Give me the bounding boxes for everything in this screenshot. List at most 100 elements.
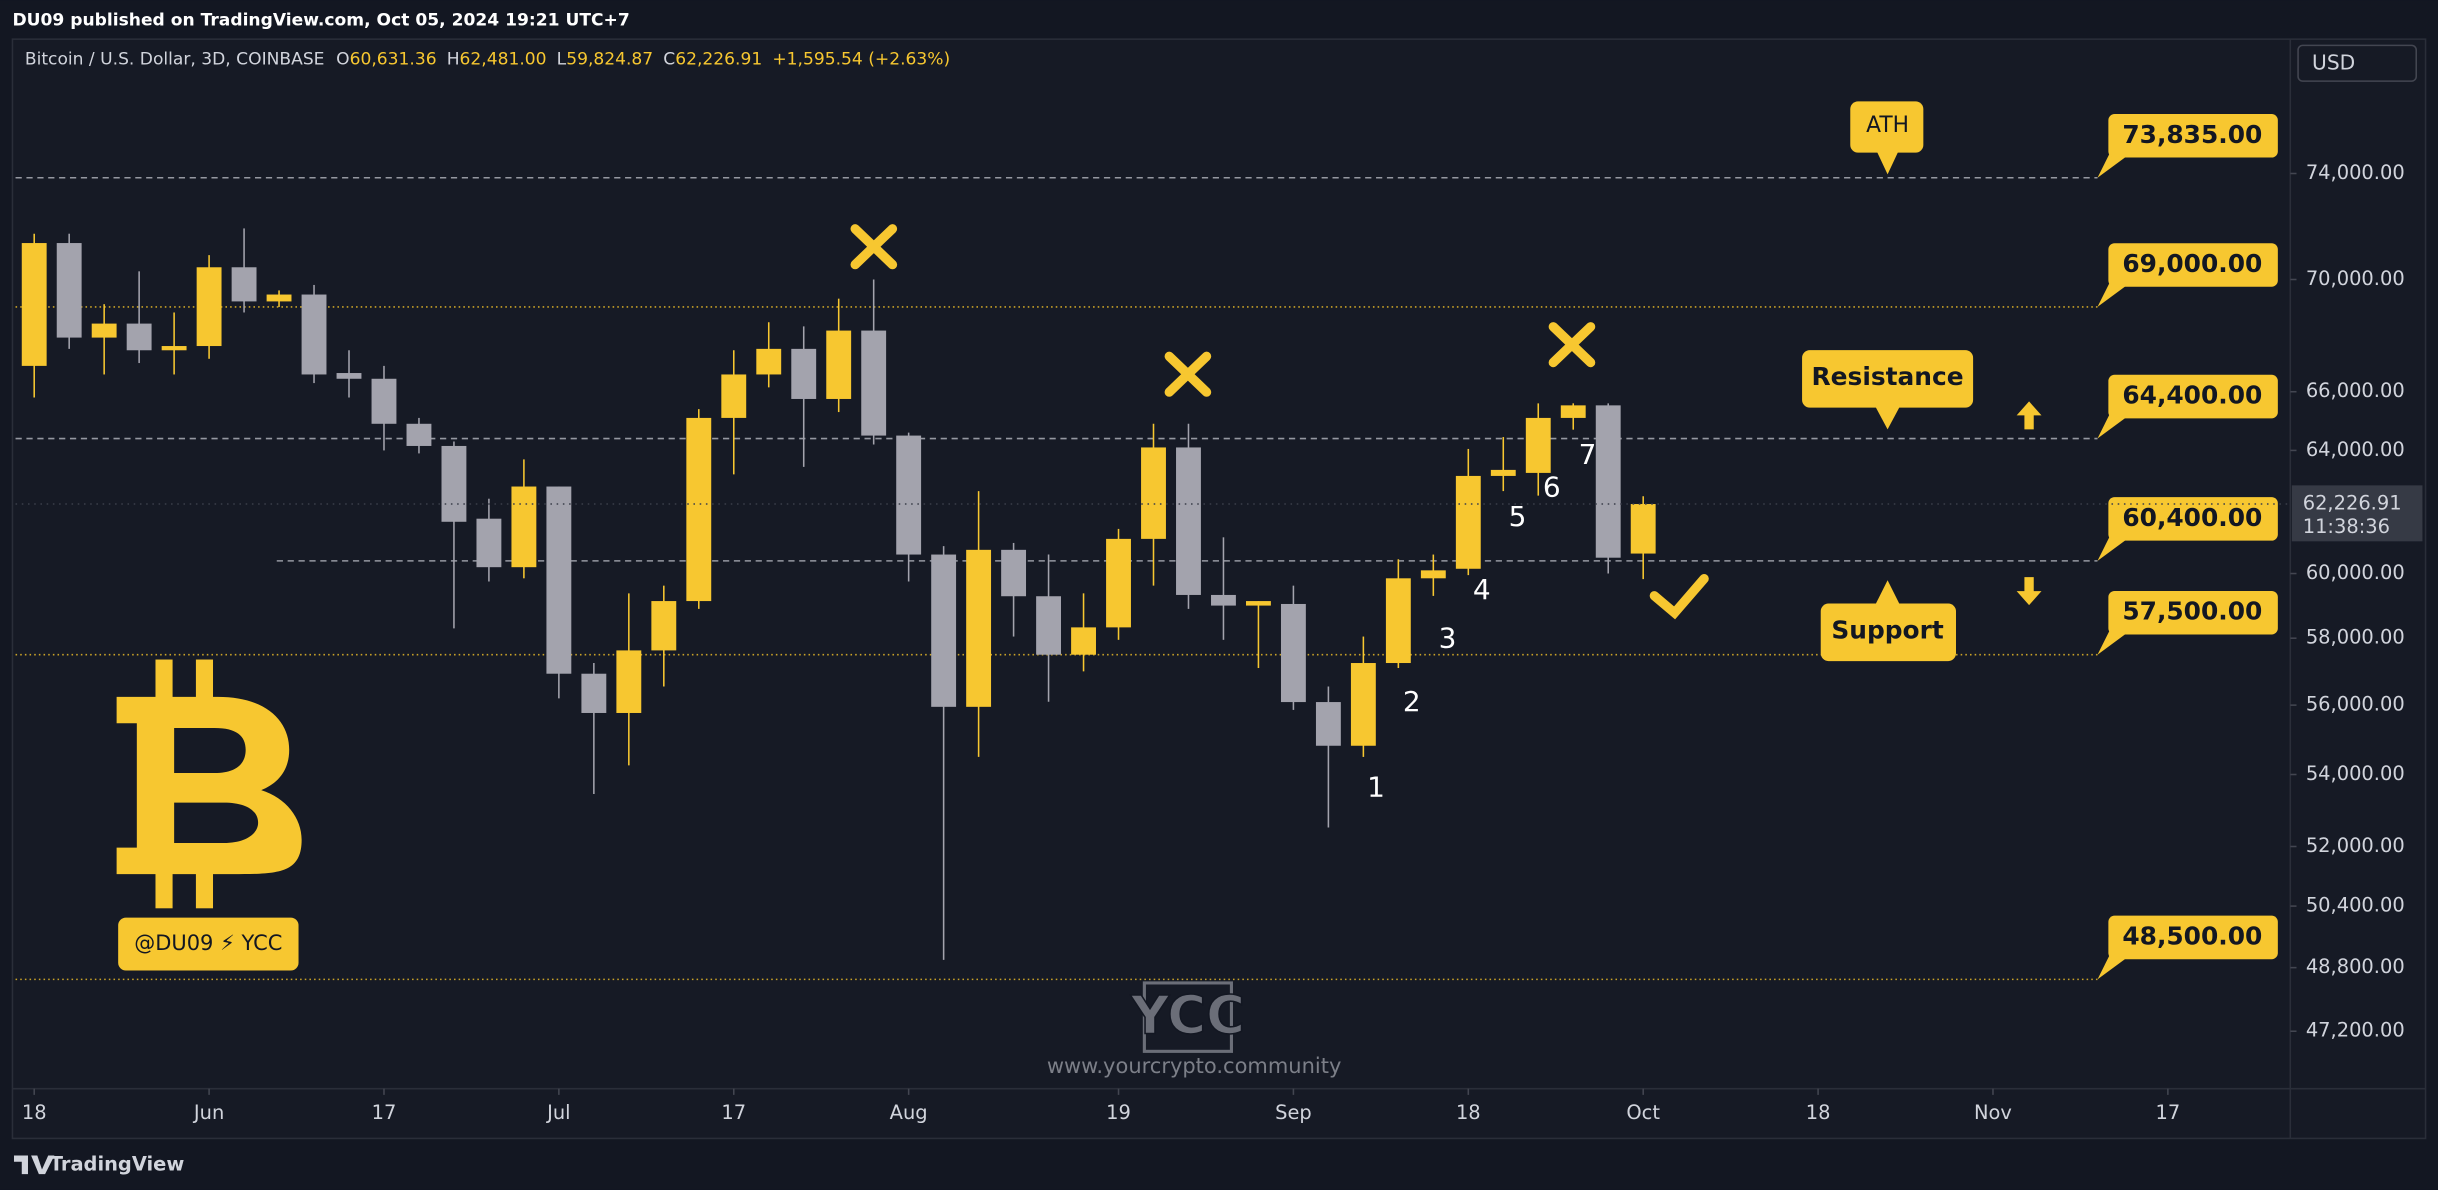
candle-body [336,373,362,379]
candle-body [1630,504,1656,554]
resistance-pointer [1875,406,1901,430]
x-tick-label: Aug [890,1101,928,1124]
candle-body [371,378,397,424]
candle-body [931,554,957,707]
ohlc-key: H [447,49,460,69]
level-label: 64,400.00 [2122,381,2262,410]
candle-body [441,445,467,522]
footer: TradingView [50,1152,185,1175]
level-box [2108,374,2278,419]
candle-body [1315,702,1341,746]
x-tick-label: 17 [2156,1101,2181,1124]
level-label: 73,835.00 [2122,120,2262,149]
candle-body [1211,594,1236,606]
candle-body [126,323,152,351]
publisher: DU09 published on TradingView.com, Oct 0… [12,10,629,30]
candle-body [301,294,327,375]
y-tick-label: 58,000.00 [2306,626,2405,649]
ohlc-value: 59,824.87 [566,49,653,69]
candle-body [721,374,747,418]
level-label: 57,500.00 [2122,597,2262,626]
support-pointer [1875,580,1901,606]
candle-body [616,650,642,713]
arrow-up [2016,401,2042,430]
candle-body [511,486,537,568]
candle-body [686,417,712,602]
candle-body [1176,447,1201,595]
candle-body [1455,475,1481,569]
y-tick-label: 54,000.00 [2306,762,2405,785]
wave-label: 6 [1543,470,1561,503]
x-mark [1164,351,1212,397]
candle-body [651,601,677,651]
logo-bar [155,659,173,707]
x-tick-label: 18 [1456,1101,1481,1124]
candle-body [1280,603,1306,703]
wave-label: 4 [1473,573,1491,606]
candle-body [21,243,47,366]
candle-body [826,330,852,399]
candle-body [196,267,222,347]
currency-box[interactable] [2297,44,2418,82]
candle-body [406,423,432,446]
wave-label: 2 [1403,685,1421,718]
currency: USD [2312,51,2355,75]
x-tick-label: Sep [1275,1101,1312,1124]
level-label: 60,400.00 [2122,503,2262,532]
candle-body [1071,627,1096,655]
candle-body [231,267,257,302]
y-tick-label: 50,400.00 [2306,894,2405,917]
ath-label: ATH [1866,113,1909,138]
candle-body [476,518,502,568]
candle-body [546,486,572,674]
change: +1,595.54 (+2.63%) [772,49,950,69]
check-mark [1649,574,1709,620]
y-tick-label: 70,000.00 [2306,267,2405,290]
ohlc-key: C [663,49,675,69]
logo-bar [195,659,214,707]
level-box [2108,915,2278,960]
candle-body [56,243,82,338]
y-tick-label: 66,000.00 [2306,379,2405,402]
x-tick-label: Nov [1974,1101,2012,1124]
candle-body [1385,578,1411,664]
y-tick-label: 74,000.00 [2306,161,2405,184]
x-tick-label: 17 [721,1101,746,1124]
level-label: 69,000.00 [2122,249,2262,278]
candle-body [1350,663,1376,746]
x-tick-label: 19 [1106,1101,1131,1124]
ohlc-key: O [336,49,349,69]
candle-body [1525,417,1551,473]
candle-body [756,348,782,375]
candle-body [1490,469,1516,476]
candle-body [1560,405,1586,418]
wave-label: 7 [1579,438,1597,471]
badge: @DU09 ⚡ YCC [134,931,282,955]
countdown: 11:38:36 [2303,515,2390,538]
x-tick-label: 17 [372,1101,397,1124]
ohlc-value: 62,226.91 [675,49,762,69]
x-tick-label: 18 [1806,1101,1831,1124]
candle-body [581,673,607,713]
ath-box [1850,101,1924,153]
y-tick-label: 60,000.00 [2306,561,2405,584]
candle-body [1595,405,1621,558]
wave-label: 1 [1367,771,1385,804]
last-price: 62,226.91 [2303,492,2402,515]
level-box [2108,497,2278,541]
candle-body [896,435,922,555]
candle-body [966,549,992,707]
ohlc-value: 62,481.00 [460,49,547,69]
y-tick-label: 48,800.00 [2306,955,2405,978]
candle-body [161,346,187,351]
chart-frame [11,38,2427,1140]
legend: Bitcoin / U.S. Dollar, 3D, COINBASE O60,… [25,49,950,69]
level-box [2108,243,2278,287]
resistance-label: Resistance [1812,362,1964,391]
x-tick-label: Jul [546,1101,570,1124]
symbol: Bitcoin / U.S. Dollar, 3D, COINBASE [25,49,325,69]
y-tick-label: 52,000.00 [2306,834,2405,857]
candle-body [1036,596,1062,655]
candle-body [1141,447,1166,539]
